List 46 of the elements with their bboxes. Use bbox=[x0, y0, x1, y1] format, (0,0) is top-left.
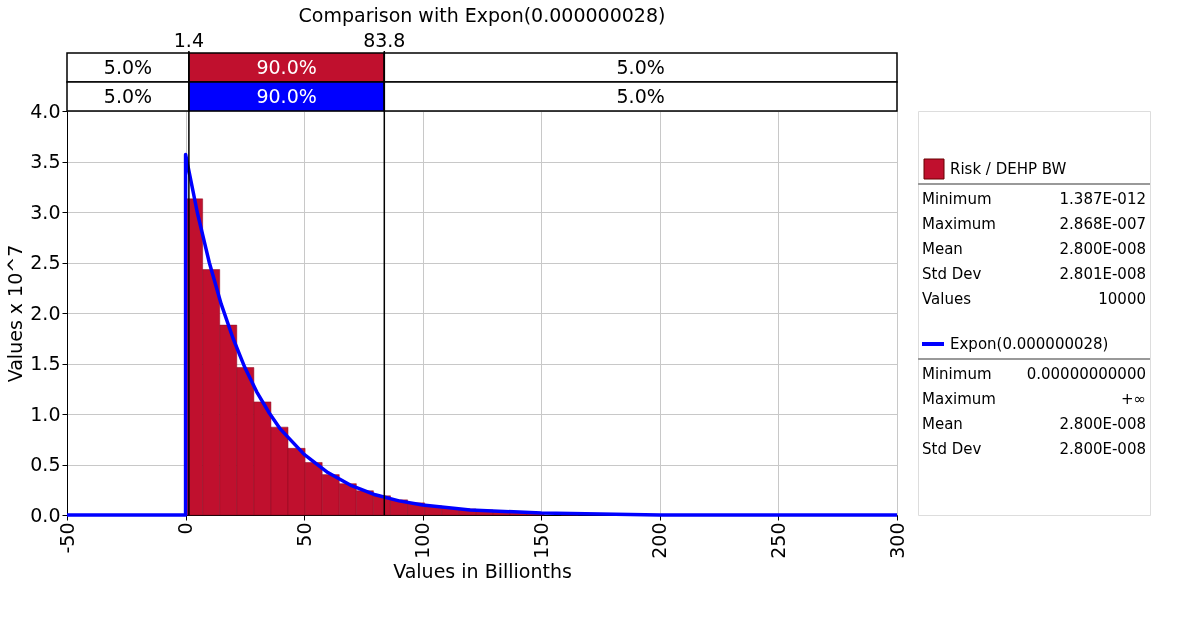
x-tick-label: 0 bbox=[174, 522, 197, 535]
text: +∞ bbox=[1120, 390, 1146, 408]
text: 5.0% bbox=[103, 84, 153, 107]
x-tick-label: 200 bbox=[648, 522, 671, 559]
text: 90.0% bbox=[256, 84, 317, 107]
text: Maximum bbox=[922, 390, 996, 408]
text: 2.800E-008 bbox=[1059, 240, 1146, 258]
y-tick-label: 4.0 bbox=[30, 99, 61, 122]
text: 5.0% bbox=[616, 84, 665, 107]
x-tick-label: 150 bbox=[529, 522, 552, 559]
x-tick-label: 300 bbox=[885, 522, 908, 559]
legend-label: Expon(0.000000028) bbox=[950, 335, 1109, 353]
text: Minimum bbox=[922, 365, 992, 383]
text: Mean bbox=[922, 415, 963, 433]
chart-title: Comparison with Expon(0.000000028) bbox=[298, 4, 666, 26]
text: 10000 bbox=[1098, 290, 1146, 308]
y-tick-label: 1.0 bbox=[30, 402, 61, 425]
text: 2.800E-008 bbox=[1059, 415, 1146, 433]
text: 90.0% bbox=[256, 55, 317, 78]
legend-label: Risk / DEHP BW bbox=[950, 160, 1067, 178]
text: Minimum bbox=[922, 190, 992, 208]
y-axis-title: Values x 10^7 bbox=[4, 244, 27, 383]
text: 0.00000000000 bbox=[1026, 365, 1146, 383]
text: Std Dev bbox=[922, 440, 982, 458]
y-tick-label: 2.0 bbox=[30, 301, 61, 324]
text: Std Dev bbox=[922, 265, 982, 283]
y-tick-label: 3.0 bbox=[30, 200, 61, 223]
text: 2.868E-007 bbox=[1059, 215, 1146, 233]
ref-line-label: 83.8 bbox=[363, 29, 406, 51]
y-tick-label: 2.5 bbox=[30, 251, 61, 273]
y-tick-label: 3.5 bbox=[30, 150, 61, 172]
x-tick-label: 100 bbox=[411, 522, 434, 559]
text: 2.800E-008 bbox=[1059, 440, 1146, 458]
text: 2.801E-008 bbox=[1059, 265, 1146, 283]
text: Mean bbox=[922, 240, 963, 258]
text: 5.0% bbox=[103, 55, 153, 78]
ref-line-label: 1.4 bbox=[173, 29, 204, 51]
text: Maximum bbox=[922, 215, 996, 233]
text: 1.387E-012 bbox=[1059, 190, 1146, 208]
x-axis-title: Values in Billionths bbox=[393, 559, 572, 582]
x-tick-label: 250 bbox=[766, 522, 789, 559]
x-tick-label: 50 bbox=[292, 522, 315, 547]
text: Values bbox=[922, 290, 972, 308]
y-tick-label: 0.5 bbox=[30, 453, 61, 475]
text: 5.0% bbox=[616, 55, 665, 78]
y-tick-label: 1.5 bbox=[30, 352, 61, 374]
